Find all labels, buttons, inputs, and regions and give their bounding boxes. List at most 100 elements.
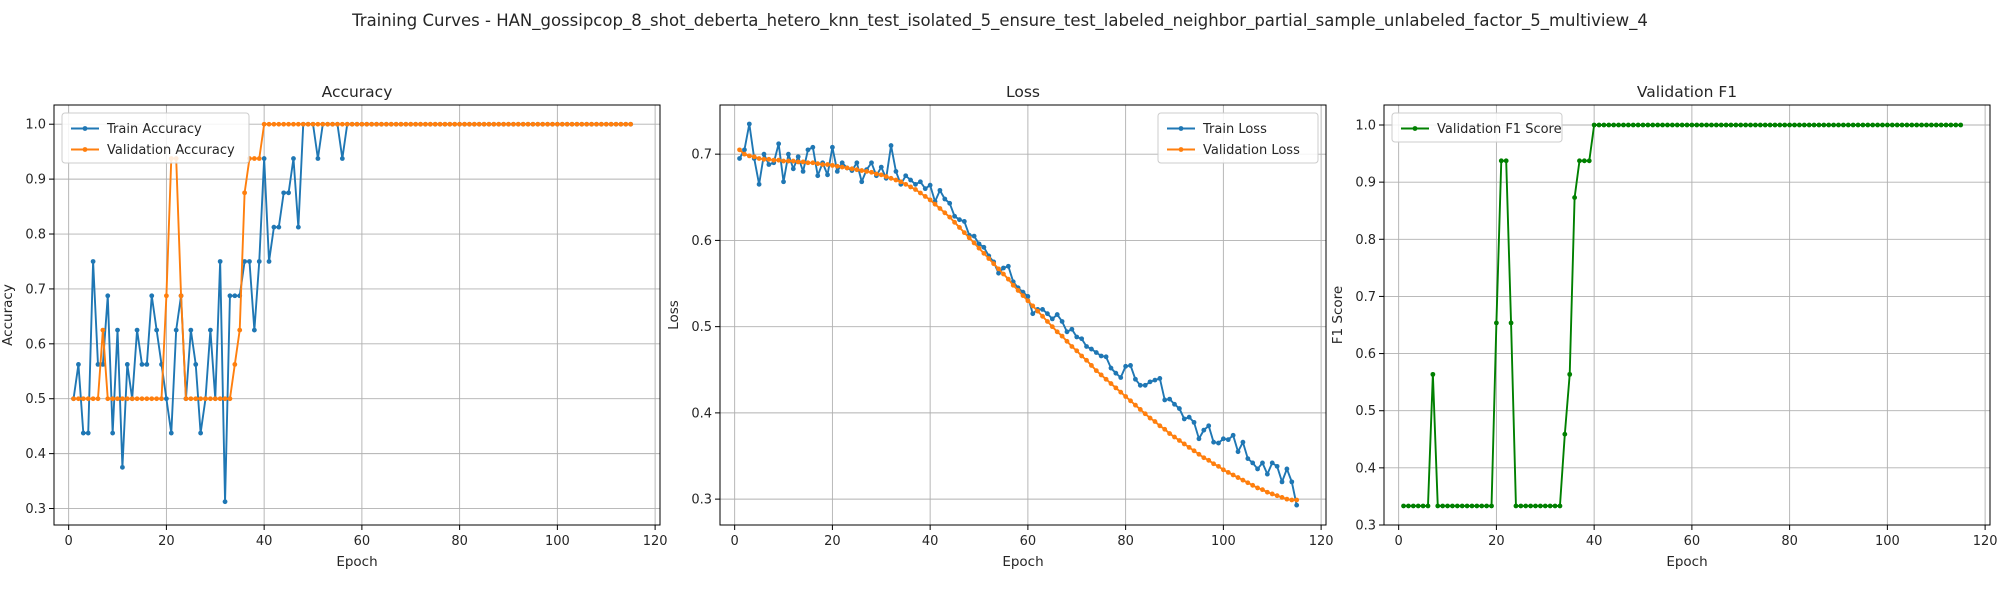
chart2-ytick-label-5: 0.8 [1355, 233, 1376, 248]
chart2-xtick-label-5: 100 [1875, 534, 1900, 549]
chart0-series-1-point-55 [339, 121, 345, 127]
chart0-series-0-point-55 [339, 156, 345, 161]
chart0-series-0-point-39 [261, 156, 267, 161]
chart1-series-0-point-31 [888, 143, 894, 148]
chart0-xtick-label-3: 60 [354, 534, 371, 549]
chart0-series-1-point-61 [369, 121, 375, 127]
chart1-ytick-label-1: 0.4 [691, 406, 712, 421]
chart1-series-1-point-73 [1093, 368, 1099, 374]
chart0-series-1-point-59 [359, 121, 365, 127]
chart0-series-0-point-7 [105, 293, 111, 299]
chart1-series-1-point-72 [1089, 363, 1094, 368]
chart1-series-1-point-36 [913, 187, 918, 192]
chart1-series-1-point-0 [737, 147, 742, 153]
chart0-series-1-point-19 [164, 293, 169, 299]
chart0-series-1-point-68 [403, 121, 409, 127]
chart2-xtick-label-6: 120 [1973, 534, 1998, 549]
chart1-series-1-point-105 [1250, 482, 1256, 488]
chart0-series-1-point-6 [100, 327, 106, 333]
chart1-series-1-point-97 [1211, 461, 1216, 467]
chart0-ytick-label-5: 0.8 [25, 228, 46, 243]
chart0-series-1-point-108 [598, 121, 604, 127]
chart2-legend-label-0: Validation F1 Score [1437, 122, 1562, 137]
chart2-series-0-point-32 [1557, 503, 1563, 509]
chart0-series-1-point-49 [310, 121, 316, 127]
chart2-xtick-label-3: 60 [1684, 534, 1701, 549]
chart0-series-1-point-114 [628, 121, 634, 127]
chart1-series-0-point-82 [1137, 382, 1143, 388]
chart0-series-1-point-112 [618, 121, 624, 127]
chart1-series-0-point-20 [834, 169, 840, 174]
chart0-xtick-label-0: 0 [65, 534, 73, 549]
chart2-series-0-point-94 [1860, 122, 1866, 128]
chart0-series-1-point-84 [481, 121, 487, 127]
chart2-series-0-point-64 [1713, 122, 1719, 128]
chart0-series-1-point-12 [129, 396, 135, 402]
chart1-series-1-point-37 [917, 190, 923, 196]
chart2-series-0-point-67 [1728, 122, 1734, 128]
chart1-series-1-point-4 [756, 156, 762, 161]
chart0-series-0-point-36 [247, 259, 252, 264]
chart2-series-0-point-9 [1445, 503, 1450, 509]
chart0-series-0-point-31 [222, 499, 228, 505]
chart2-series-0-point-59 [1689, 122, 1695, 128]
chart0-series-1-point-3 [85, 396, 91, 402]
chart0-series-1-point-8 [110, 396, 116, 402]
chart2-series-0-point-21 [1503, 158, 1509, 164]
chart1-series-0-point-75 [1103, 354, 1109, 360]
chart1-series-0-point-112 [1284, 466, 1290, 472]
chart2-series-0-point-51 [1650, 122, 1656, 128]
chart1-series-0-point-108 [1264, 471, 1270, 477]
chart1-series-1-point-66 [1059, 333, 1065, 339]
chart0-series-1-point-76 [442, 121, 448, 127]
chart1-series-0-point-77 [1113, 370, 1119, 376]
chart1-series-0-point-90 [1176, 406, 1182, 411]
chart0-series-0-point-15 [144, 362, 150, 367]
chart2-series-0-point-7 [1435, 503, 1441, 509]
chart0-series-0-point-4 [90, 259, 96, 264]
chart1-series-1-point-88 [1167, 431, 1173, 436]
chart2-xtick-label-2: 40 [1586, 534, 1603, 549]
chart1-series-0-point-11 [790, 166, 796, 172]
chart1-series-0-point-59 [1025, 294, 1031, 299]
chart1-series-0-point-48 [971, 233, 977, 239]
chart1-series-1-point-27 [869, 169, 874, 175]
chart1-series-0-point-49 [976, 241, 982, 247]
chart0-series-1-point-95 [535, 121, 541, 127]
chart0-series-0-point-11 [124, 362, 130, 367]
chart1-series-0-point-87 [1162, 397, 1168, 403]
chart0-series-0-point-42 [276, 224, 282, 230]
chart0-series-1-point-110 [608, 121, 614, 127]
chart1-series-1-point-95 [1201, 455, 1207, 461]
chart1-series-0-point-66 [1059, 319, 1065, 324]
chart0-series-1-point-15 [144, 396, 150, 402]
chart1-series-0-point-98 [1216, 440, 1221, 446]
chart0-series-1-point-94 [530, 121, 536, 127]
chart1-series-0-point-67 [1064, 329, 1070, 335]
chart1-series-0-point-101 [1230, 432, 1236, 438]
chart1-series-0-point-86 [1157, 375, 1163, 381]
chart0-series-1-point-96 [540, 121, 546, 127]
chart1-xtick-label-3: 60 [1020, 534, 1037, 549]
chart1-series-0-point-94 [1196, 436, 1202, 442]
chart0-series-0-point-20 [168, 430, 174, 436]
chart1-series-0-point-9 [781, 179, 786, 185]
chart1-series-0-point-73 [1093, 350, 1099, 355]
chart1-series-0-point-85 [1152, 377, 1158, 383]
chart0-series-1-point-44 [286, 121, 291, 127]
chart0-series-1-point-72 [423, 121, 428, 127]
chart1-series-1-point-87 [1162, 426, 1168, 432]
chart2-series-0-point-14 [1469, 503, 1475, 509]
chart2-series-0-point-48 [1635, 122, 1641, 128]
chart1-series-1-point-76 [1108, 381, 1114, 386]
chart2-series-0-point-37 [1581, 158, 1587, 164]
chart0-series-1-point-39 [261, 121, 267, 127]
chart1-series-0-point-18 [825, 172, 830, 178]
chart1-series-0-point-0 [737, 156, 742, 161]
chart0-series-1-point-102 [569, 121, 575, 127]
chart0-series-1-point-103 [574, 121, 580, 127]
chart2-axes-frame [1383, 104, 1991, 526]
chart2-series-0-point-111 [1943, 122, 1949, 128]
chart2-series-0-point-27 [1533, 503, 1538, 509]
chart1-series-1-point-51 [986, 256, 992, 261]
